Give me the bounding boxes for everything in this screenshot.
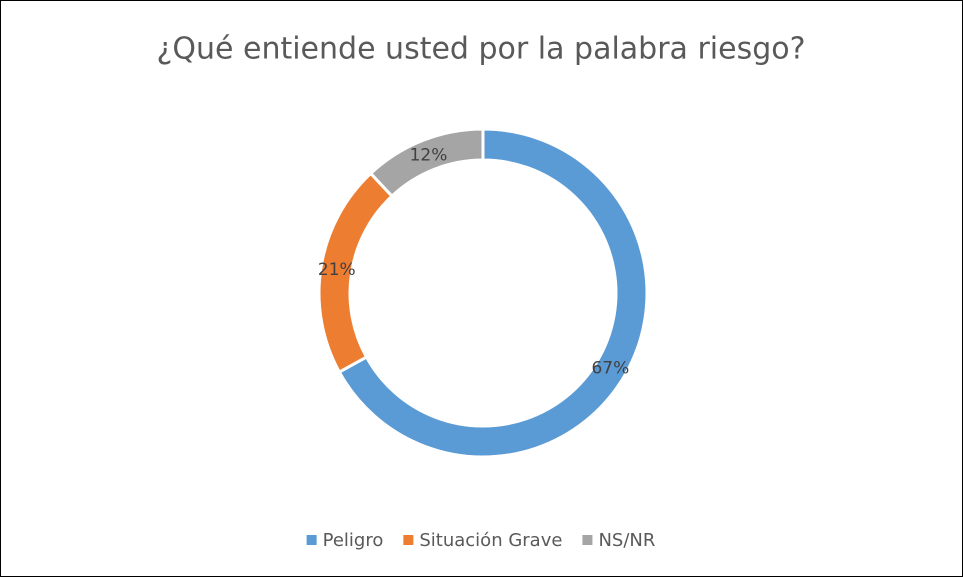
donut-slice (337, 127, 649, 459)
legend-label: Situación Grave (419, 530, 562, 551)
legend-swatch (403, 535, 414, 545)
data-label: 21% (318, 260, 356, 280)
legend-label: Peligro (323, 530, 384, 551)
legend-swatch (306, 535, 317, 545)
donut-slice (368, 127, 485, 199)
chart-title: ¿Qué entiende usted por la palabra riesg… (156, 32, 805, 67)
data-label: 12% (410, 145, 448, 165)
data-label: 67% (591, 358, 629, 378)
legend-swatch (582, 535, 593, 545)
legend-label: NS/NR (598, 530, 655, 551)
